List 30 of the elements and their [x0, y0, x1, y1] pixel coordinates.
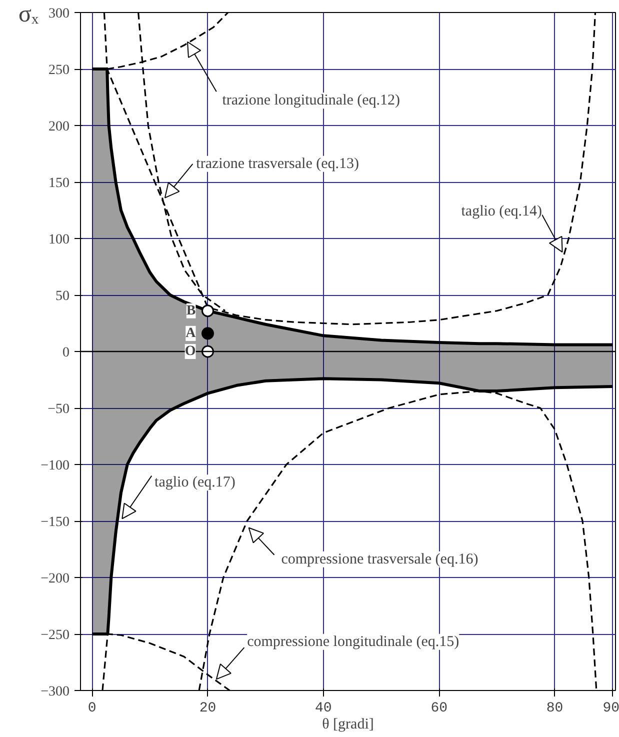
y-tick-label: −200 [40, 572, 70, 586]
x-tick-label: 0 [88, 700, 96, 716]
text: compressione trasversale (eq.16) [281, 551, 478, 568]
x-tick-label: 40 [315, 700, 332, 716]
y-tick-label: −100 [40, 458, 70, 474]
y-tick-label: 50 [56, 289, 70, 304]
text: trazione trasversale (eq.13) [196, 156, 360, 172]
y-tick-label: −50 [48, 402, 70, 417]
y-tick-label: 300 [48, 6, 70, 22]
series-label: taglio (eq.14) [461, 203, 542, 220]
y-tick-label: −300 [40, 684, 70, 700]
y-tick-label: 250 [48, 63, 70, 78]
x-tick-label: 60 [430, 700, 448, 716]
series-label: taglio (eq.17) [154, 474, 236, 491]
series-label: A [186, 326, 197, 341]
x-tick-label: 20 [199, 700, 216, 716]
x-tick-label: 80 [546, 700, 564, 716]
y-tick-label: 150 [48, 176, 70, 191]
y-tick-label: 0 [62, 346, 70, 360]
y-tick-label: −250 [40, 628, 70, 643]
y-tick-label: −150 [40, 515, 70, 530]
text: trazione longitudinale (eq.12) [222, 92, 400, 109]
y-tick-label: 200 [48, 120, 70, 134]
text: compressione longitudinale (eq.15) [247, 634, 460, 650]
x-tick-label: 90 [602, 700, 619, 716]
series-label: B [186, 303, 196, 318]
x-axis-title: θ [gradi] [322, 716, 374, 732]
y-axis-title: σₓ [18, 2, 38, 28]
series-label: O [184, 344, 196, 359]
y-tick-label: 100 [48, 232, 70, 248]
